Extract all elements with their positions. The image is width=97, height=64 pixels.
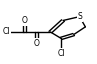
Text: Cl: Cl	[57, 49, 65, 58]
Text: O: O	[21, 16, 27, 25]
Text: S: S	[77, 12, 82, 21]
Text: Cl: Cl	[3, 28, 11, 36]
Text: O: O	[34, 39, 40, 48]
